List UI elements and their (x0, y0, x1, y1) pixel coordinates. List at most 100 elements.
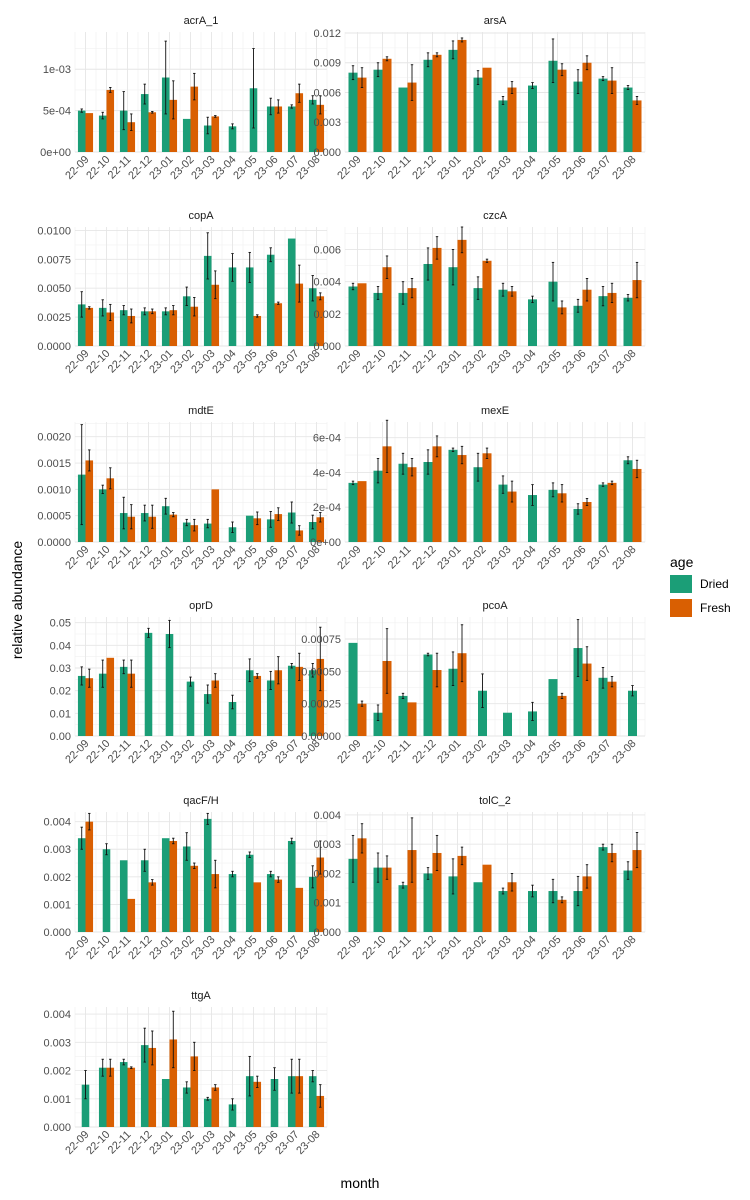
legend-label-dried: Dried (700, 577, 729, 591)
bar-fresh (148, 311, 157, 346)
bar-dried (228, 527, 237, 542)
bar-fresh (457, 855, 467, 932)
bar-fresh (148, 112, 157, 152)
x-tick-label: 22-10 (360, 154, 388, 182)
x-tick-label: 23-06 (560, 348, 588, 376)
x-tick-label: 23-04 (510, 934, 538, 962)
x-tick-label: 22-11 (386, 544, 414, 572)
bar-fresh (632, 280, 642, 346)
x-tick-label: 22-10 (360, 544, 388, 572)
panel-ttga: ttgA0.0000.0010.0020.0030.00422-0922-102… (43, 990, 328, 1157)
bar-dried (98, 489, 107, 542)
bar-fresh (316, 857, 325, 932)
x-tick-label: 22-11 (386, 348, 414, 376)
panel-acra-1: acrA_10e+005e-041e-0322-0922-1022-1122-1… (40, 15, 328, 182)
y-tick-label: 0.02 (50, 686, 71, 698)
x-tick-label: 22-11 (386, 738, 414, 766)
y-tick-label: 0.002 (43, 872, 71, 884)
bar-dried (598, 677, 608, 736)
y-axis-title: relative abundance (9, 541, 25, 660)
y-tick-label: 0.00050 (301, 666, 341, 678)
x-tick-label: 22-11 (386, 154, 414, 182)
y-tick-label: 5e-04 (43, 106, 71, 118)
bar-dried (448, 449, 458, 542)
bar-fresh (253, 1081, 262, 1127)
y-tick-label: 1e-03 (43, 64, 71, 76)
bar-fresh (557, 695, 567, 736)
bar-dried (498, 891, 508, 932)
bar-dried (398, 463, 408, 542)
bar-dried (140, 311, 149, 346)
bar-dried (473, 77, 483, 152)
bar-dried (373, 867, 383, 932)
bar-dried (623, 460, 633, 542)
panel-qacf-h: qacF/H0.0000.0010.0020.0030.00422-0922-1… (43, 795, 328, 962)
bar-fresh (316, 517, 325, 542)
bar-fresh (607, 80, 617, 152)
bar-dried (245, 515, 254, 542)
bar-dried (228, 267, 237, 346)
y-tick-label: 0.004 (313, 810, 341, 822)
bar-fresh (457, 455, 467, 542)
bar-dried (348, 642, 358, 736)
panel-czca: czcA0.0000.0020.0040.00622-0922-1022-112… (313, 210, 646, 376)
panel-pcoa: pcoA0.000000.000250.000500.0007522-0922-… (301, 600, 646, 766)
legend-label-fresh: Fresh (700, 601, 731, 615)
bar-dried (623, 87, 633, 152)
x-tick-label: 23-02 (460, 934, 488, 962)
bar-fresh (316, 1095, 325, 1127)
bar-dried (203, 694, 212, 736)
bar-fresh (432, 54, 442, 152)
bar-dried (203, 125, 212, 152)
bar-dried (528, 495, 537, 542)
x-tick-label: 23-04 (510, 544, 538, 572)
bar-fresh (407, 467, 417, 542)
bar-fresh (316, 658, 325, 736)
bar-dried (308, 522, 317, 542)
bar-fresh (432, 247, 442, 346)
y-tick-label: 0.0000 (37, 537, 71, 549)
panel-title: arsA (484, 15, 507, 27)
bar-dried (287, 840, 296, 932)
bar-dried (182, 118, 191, 152)
bar-fresh (148, 516, 157, 542)
bar-dried (373, 712, 383, 736)
y-tick-label: 0.00 (50, 731, 71, 743)
bar-fresh (582, 876, 592, 932)
y-tick-label: 0.002 (43, 1066, 71, 1078)
bar-dried (119, 666, 128, 736)
bar-fresh (85, 460, 94, 542)
y-tick-label: 0.006 (313, 87, 341, 99)
bar-dried (448, 668, 458, 736)
bar-fresh (127, 122, 136, 152)
bar-fresh (482, 864, 492, 932)
panel-title: acrA_1 (184, 15, 219, 27)
bar-fresh (382, 660, 392, 736)
bar-dried (186, 681, 195, 736)
bar-fresh (127, 516, 136, 542)
bar-fresh (274, 106, 283, 152)
bar-dried (287, 512, 296, 542)
bar-fresh (106, 1067, 115, 1127)
x-tick-label: 22-10 (84, 348, 112, 376)
bar-fresh (253, 518, 262, 542)
x-tick-label: 23-07 (585, 544, 613, 572)
bar-fresh (295, 1076, 304, 1127)
bar-dried (161, 311, 170, 346)
bar-fresh (85, 113, 94, 152)
bar-fresh (211, 116, 220, 152)
bar-dried (308, 288, 317, 346)
y-tick-label: 0.0025 (37, 312, 71, 324)
bar-fresh (211, 284, 220, 346)
x-tick-label: 23-04 (510, 348, 538, 376)
bar-fresh (253, 315, 262, 346)
bar-fresh (274, 514, 283, 542)
bar-dried (598, 847, 608, 932)
bar-fresh (169, 310, 178, 346)
bar-dried (140, 94, 149, 152)
bar-dried (98, 115, 107, 152)
bar-dried (473, 288, 483, 346)
legend-title: age (670, 554, 694, 570)
bar-dried (228, 702, 237, 736)
x-tick-label: 22-11 (386, 934, 414, 962)
